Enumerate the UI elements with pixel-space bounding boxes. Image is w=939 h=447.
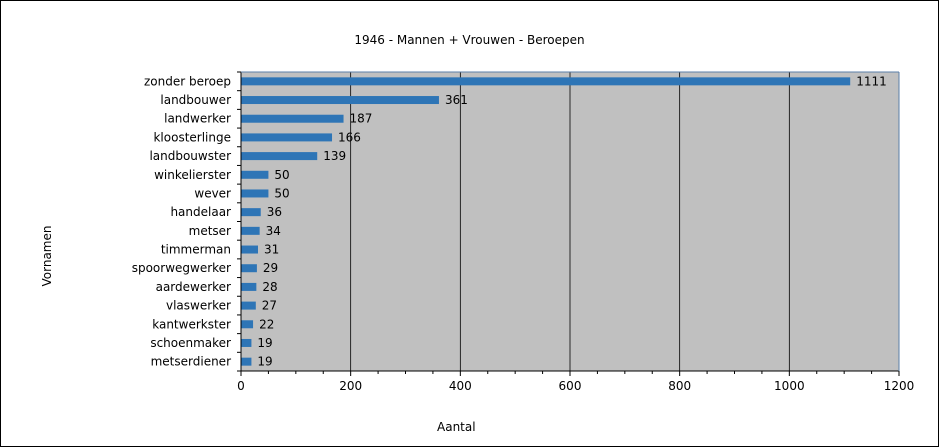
x-tick-label: 200 (339, 379, 362, 393)
bar-1 (241, 96, 439, 105)
bar-6 (241, 189, 269, 198)
category-labels: zonder beroep landbouwer landwerker klooste… (132, 74, 231, 368)
bar-13 (241, 320, 254, 329)
bar-7 (241, 208, 261, 217)
data-label: 19 (257, 336, 272, 350)
category-label: zonder beroep (144, 74, 231, 88)
category-label: spoorwegwerker (132, 261, 231, 275)
bar-15 (241, 357, 252, 366)
category-label: metser (189, 224, 231, 238)
x-axis-label: Aantal (437, 420, 476, 434)
data-label: 139 (323, 149, 346, 163)
tick-labels: 0 200 400 600 800 1000 1200 (237, 379, 914, 393)
category-label: wever (194, 186, 231, 200)
data-label: 28 (262, 280, 277, 294)
category-label: landwerker (164, 112, 231, 126)
x-tick-label: 0 (237, 379, 245, 393)
data-labels: 1111 361 187 166 139 50 50 36 34 31 29 28 27 22 19 19 (257, 74, 886, 368)
category-label: timmerman (161, 243, 231, 257)
category-label: kantwerkster (152, 317, 231, 331)
data-label: 19 (257, 355, 272, 369)
category-label: landbouwer (160, 93, 231, 107)
category-label: kloosterlinge (153, 130, 231, 144)
data-label: 1111 (856, 74, 887, 88)
gridlines (350, 72, 790, 371)
data-label: 50 (274, 186, 289, 200)
axes (237, 71, 900, 376)
x-tick-label: 1200 (884, 379, 915, 393)
category-label: winkelierster (154, 168, 231, 182)
data-label: 29 (263, 261, 278, 275)
bar-14 (241, 338, 252, 347)
bar-0 (241, 77, 851, 86)
category-label: vlaswerker (166, 299, 231, 313)
data-label: 27 (262, 299, 277, 313)
bar-12 (241, 301, 256, 310)
bar-8 (241, 226, 260, 235)
category-label: landbouwster (149, 149, 231, 163)
data-label: 361 (445, 93, 468, 107)
bars (241, 77, 851, 366)
x-tick-label: 600 (559, 379, 582, 393)
x-tick-label: 1000 (774, 379, 805, 393)
category-label: schoenmaker (150, 336, 231, 350)
bar-9 (241, 245, 258, 254)
bar-2 (241, 114, 344, 123)
x-tick-label: 400 (449, 379, 472, 393)
bar-10 (241, 264, 257, 273)
bar-5 (241, 170, 269, 179)
data-label: 187 (350, 112, 373, 126)
bar-3 (241, 133, 333, 142)
data-label: 50 (274, 168, 289, 182)
bar-4 (241, 152, 318, 161)
data-label: 166 (338, 130, 361, 144)
category-label: aardewerker (156, 280, 231, 294)
category-label: metserdiener (151, 355, 231, 369)
bar-11 (241, 282, 257, 291)
data-label: 31 (264, 243, 279, 257)
data-label: 22 (259, 317, 274, 331)
category-label: handelaar (170, 205, 231, 219)
data-label: 36 (267, 205, 282, 219)
data-label: 34 (266, 224, 281, 238)
x-tick-label: 800 (668, 379, 691, 393)
chart-title: 1946 - Mannen + Vrouwen - Beroepen (354, 33, 585, 47)
